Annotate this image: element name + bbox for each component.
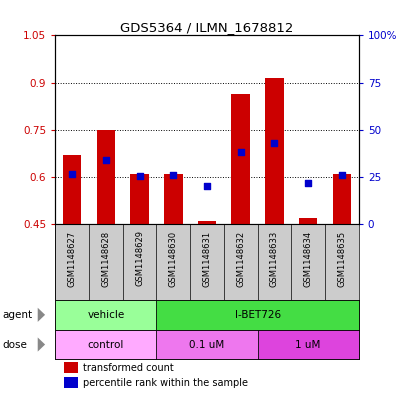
Text: I-BET726: I-BET726 — [234, 310, 280, 320]
Point — [69, 171, 75, 177]
Point — [102, 156, 109, 163]
Bar — [197, 221, 216, 224]
Bar — [156, 300, 358, 330]
Bar — [97, 130, 115, 224]
Bar — [55, 330, 156, 359]
Bar — [164, 174, 182, 224]
Text: GSM1148629: GSM1148629 — [135, 230, 144, 286]
Bar — [265, 78, 283, 224]
Text: percentile rank within the sample: percentile rank within the sample — [83, 378, 247, 387]
Text: GSM1148630: GSM1148630 — [169, 230, 178, 286]
Point — [304, 180, 311, 187]
Point — [170, 172, 176, 178]
Text: control: control — [88, 340, 124, 349]
Text: GSM1148635: GSM1148635 — [337, 230, 346, 286]
Bar — [257, 330, 358, 359]
Bar — [63, 155, 81, 224]
Bar — [332, 174, 350, 224]
Text: dose: dose — [2, 340, 27, 349]
Text: GSM1148632: GSM1148632 — [236, 230, 245, 286]
Point — [136, 173, 143, 179]
Text: GSM1148627: GSM1148627 — [67, 230, 76, 286]
Text: GSM1148631: GSM1148631 — [202, 230, 211, 286]
Bar — [231, 94, 249, 224]
Bar — [130, 174, 148, 224]
Text: vehicle: vehicle — [87, 310, 124, 320]
Point — [203, 183, 210, 189]
Text: GSM1148634: GSM1148634 — [303, 230, 312, 286]
Bar — [156, 330, 257, 359]
Text: GSM1148628: GSM1148628 — [101, 230, 110, 286]
Bar — [64, 377, 78, 387]
Text: agent: agent — [2, 310, 32, 320]
Text: 0.1 uM: 0.1 uM — [189, 340, 224, 349]
Text: transformed count: transformed count — [83, 363, 173, 373]
Bar — [55, 300, 156, 330]
Point — [237, 149, 243, 155]
Text: GSM1148633: GSM1148633 — [269, 230, 278, 286]
Title: GDS5364 / ILMN_1678812: GDS5364 / ILMN_1678812 — [120, 21, 293, 34]
Bar — [298, 218, 317, 224]
Text: 1 uM: 1 uM — [295, 340, 320, 349]
Point — [338, 172, 344, 178]
Point — [270, 140, 277, 146]
Bar — [64, 362, 78, 373]
